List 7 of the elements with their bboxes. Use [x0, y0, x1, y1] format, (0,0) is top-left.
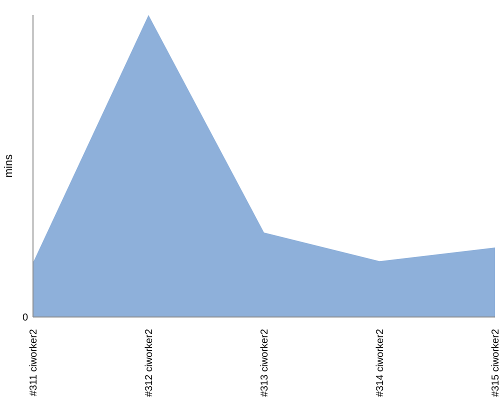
x-tick-label: #314 ciworker2 — [375, 328, 386, 397]
x-tick-label: #312 ciworker2 — [144, 328, 155, 397]
x-tick-label: #313 ciworker2 — [260, 328, 270, 397]
text: 0 — [22, 312, 28, 324]
x-tick-label: #311 ciworker2 — [28, 328, 40, 396]
x-tick-label: #315 ciworker2 — [490, 328, 500, 397]
y-axis-title: mins — [2, 154, 15, 178]
